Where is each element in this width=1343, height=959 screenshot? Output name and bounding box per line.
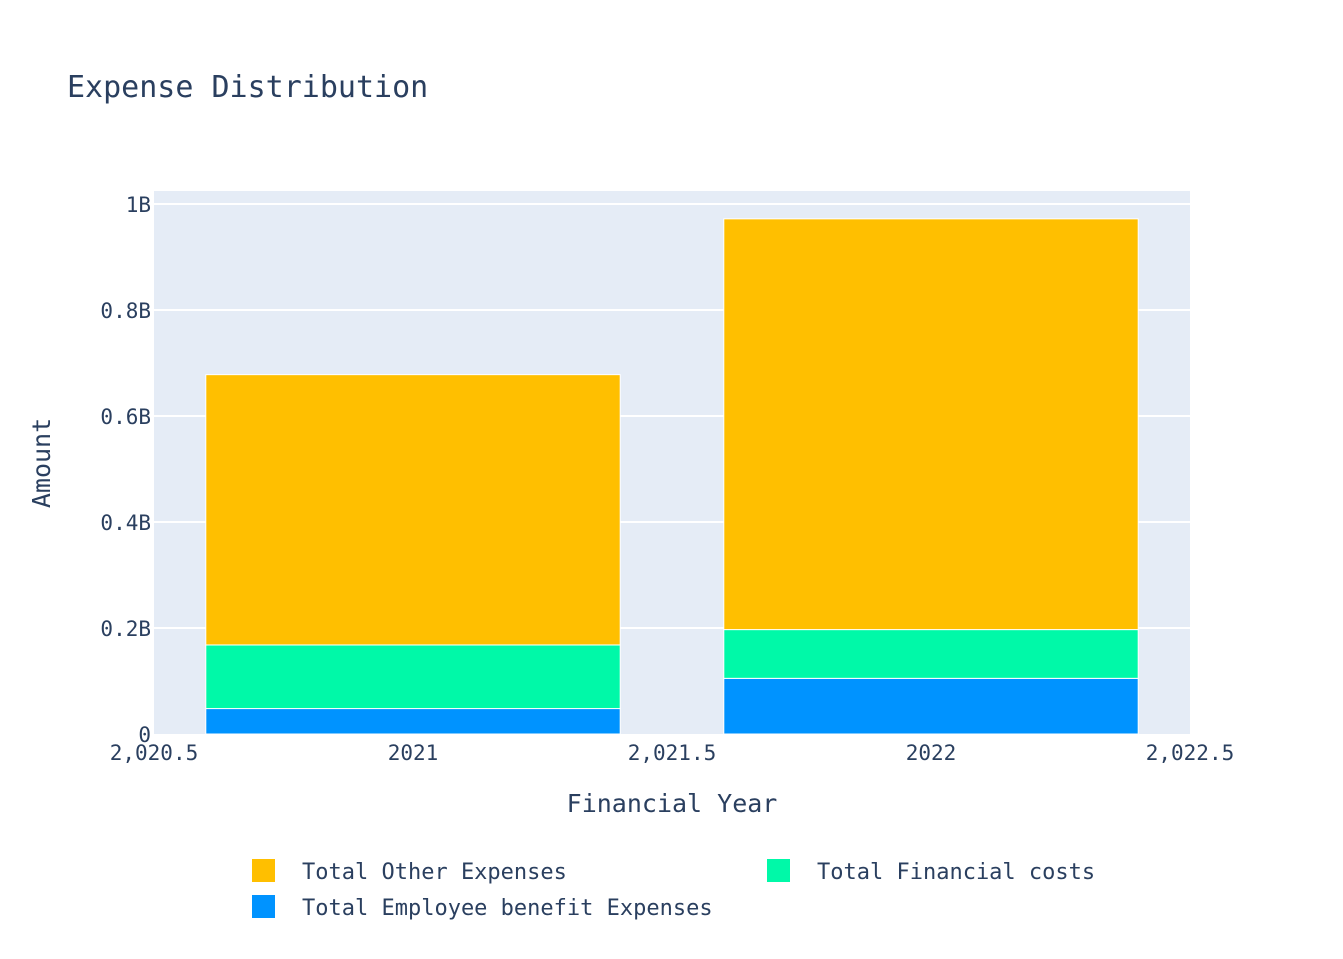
x-tick-label: 2021 <box>388 741 439 765</box>
y-tick-label: 0.2B <box>100 617 151 641</box>
bar-segment <box>205 374 621 646</box>
legend-label: Total Other Expenses <box>302 860 567 885</box>
y-tick-label: 0 <box>138 723 151 747</box>
x-axis-ticks: 2,020.5 2021 2,021.5 2022 2,022.5 <box>110 741 1235 765</box>
x-tick-label: 2,022.5 <box>1146 741 1235 765</box>
bar-segment <box>205 708 621 735</box>
y-axis-ticks: 0 0.2B 0.4B 0.6B 0.8B 1B <box>100 193 151 747</box>
x-tick-label: 2022 <box>906 741 957 765</box>
legend-label: Total Employee benefit Expenses <box>302 896 713 921</box>
x-tick-label: 2,020.5 <box>110 741 199 765</box>
chart-title: Expense Distribution <box>67 70 428 105</box>
y-tick-label: 0.4B <box>100 511 151 535</box>
bar-segment <box>723 677 1139 735</box>
y-tick-label: 1B <box>126 193 151 217</box>
legend-swatch <box>252 895 275 918</box>
legend-swatch <box>767 859 790 882</box>
legend: Total Other Expenses Total Financial cost… <box>252 859 1095 921</box>
bar-segment <box>723 218 1139 631</box>
x-axis-title: Financial Year <box>567 789 778 818</box>
bar-segment <box>205 644 621 710</box>
y-axis-title: Amount <box>27 418 56 508</box>
bars <box>205 218 1139 735</box>
bar-segment <box>723 629 1139 679</box>
legend-label: Total Financial costs <box>817 860 1095 885</box>
y-tick-label: 0.8B <box>100 299 151 323</box>
legend-swatch <box>252 859 275 882</box>
x-tick-label: 2,021.5 <box>628 741 717 765</box>
y-tick-label: 0.6B <box>100 405 151 429</box>
